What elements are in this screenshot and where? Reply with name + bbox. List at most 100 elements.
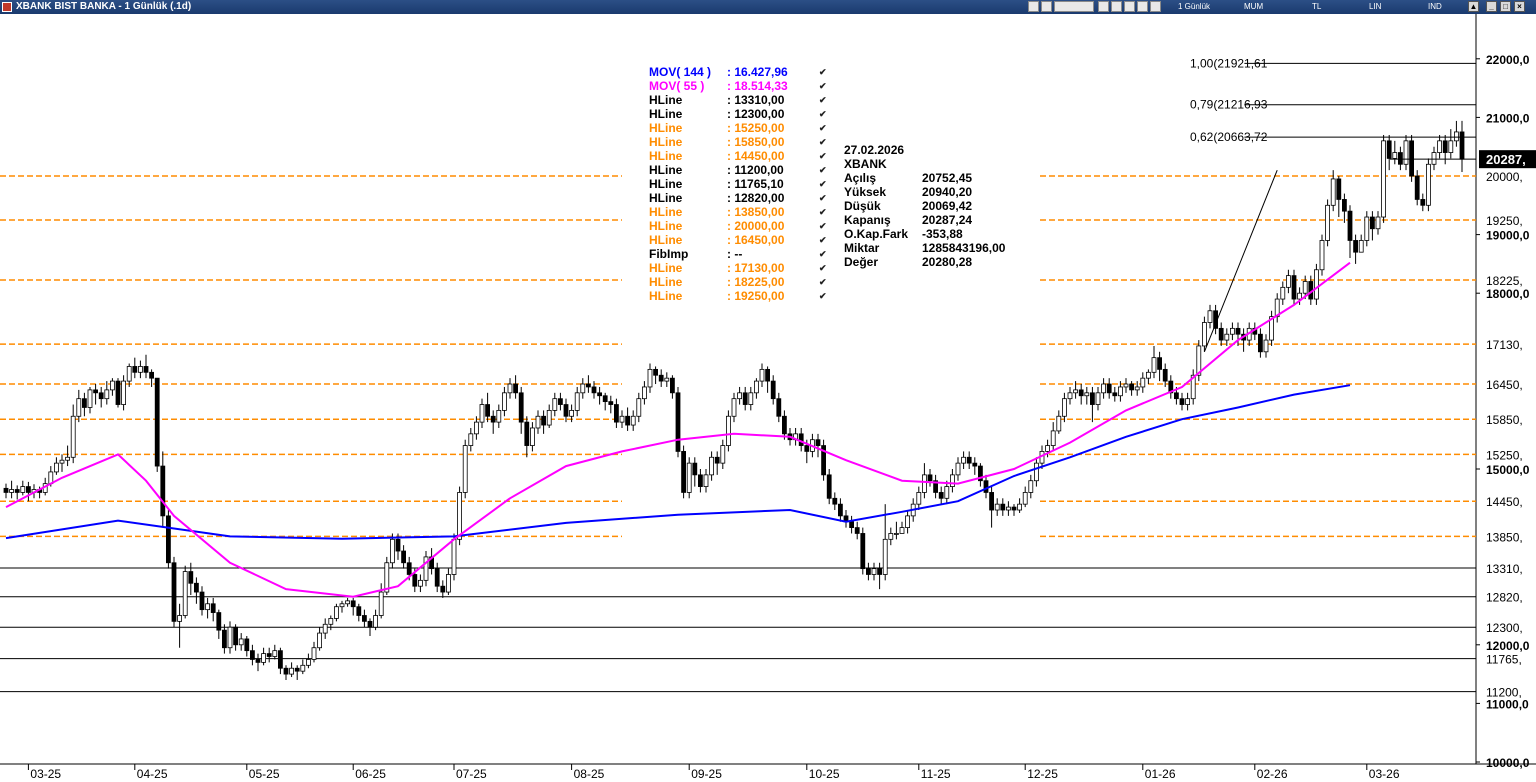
- toolbar-draw-icon[interactable]: [1041, 1, 1052, 12]
- candle-body: [1263, 339, 1269, 353]
- minimize-button[interactable]: _: [1486, 1, 1497, 12]
- hline-label: 14450,: [1486, 495, 1523, 509]
- candle-body: [115, 380, 121, 405]
- toolbar-zoom-icon[interactable]: [1137, 1, 1148, 12]
- candle-body: [434, 568, 440, 587]
- info-key: Miktar: [844, 241, 880, 255]
- candle-body: [770, 380, 776, 400]
- candle-body: [989, 492, 994, 511]
- check-icon[interactable]: ✔: [819, 123, 827, 133]
- y-tick-label: 11000,0: [1486, 697, 1529, 711]
- period-selector[interactable]: 1 Günlük: [1178, 2, 1211, 11]
- toolbar-settings-icon[interactable]: [1150, 1, 1161, 12]
- check-icon[interactable]: ✔: [819, 165, 827, 175]
- price-chart[interactable]: 22000,0 21000,0 19000,0 18000,0 15000,0 12000…: [0, 14, 1536, 782]
- info-key: Kapanış: [844, 213, 891, 227]
- check-icon[interactable]: ✔: [819, 193, 827, 203]
- candle-body: [1028, 480, 1034, 493]
- candle-body: [759, 368, 765, 382]
- candle-body: [541, 415, 546, 426]
- candle-body: [1330, 178, 1336, 206]
- check-icon[interactable]: ✔: [819, 109, 827, 119]
- x-tick-label: 08-25: [574, 767, 605, 781]
- candle-body: [311, 647, 317, 660]
- x-tick-label: 03-26: [1369, 767, 1400, 781]
- hline-label: 19250,: [1486, 214, 1523, 228]
- candle-body: [1364, 216, 1370, 241]
- candle-body: [1414, 175, 1420, 200]
- title-bar: XBANK BIST BANKA - 1 Günlük (.1d) 1 Günl…: [0, 0, 1536, 14]
- candle-body: [199, 591, 205, 611]
- candle-body: [137, 366, 143, 373]
- check-icon[interactable]: ✔: [819, 221, 827, 231]
- hline-label: 20000,: [1486, 170, 1523, 184]
- scale-selector[interactable]: LIN: [1369, 2, 1382, 11]
- toolbar-template-icon[interactable]: [1054, 1, 1094, 12]
- legend-value: : 15850,00: [727, 135, 785, 149]
- check-icon[interactable]: ✔: [819, 95, 827, 105]
- check-icon[interactable]: ✔: [819, 249, 827, 259]
- y-tick-label: 18000,0: [1486, 287, 1530, 301]
- check-icon[interactable]: ✔: [819, 179, 827, 189]
- candle-body: [630, 415, 636, 426]
- currency-selector[interactable]: TL: [1312, 2, 1322, 11]
- toolbar-compare-icon[interactable]: [1098, 1, 1109, 12]
- candle-body: [737, 392, 742, 400]
- candle-body: [692, 462, 698, 476]
- chart-style-selector[interactable]: MUM: [1244, 2, 1264, 11]
- candle-body: [647, 368, 653, 388]
- candle-body: [1347, 210, 1353, 241]
- candle-body: [462, 445, 468, 493]
- candle-body: [98, 392, 104, 400]
- candle-body: [1454, 131, 1459, 142]
- check-icon[interactable]: ✔: [819, 291, 827, 301]
- check-icon[interactable]: ✔: [819, 235, 827, 245]
- candle-body: [216, 612, 222, 631]
- toolbar-grid-icon[interactable]: [1111, 1, 1122, 12]
- check-icon[interactable]: ✔: [819, 277, 827, 287]
- candle-body: [9, 489, 15, 493]
- indicator-selector[interactable]: IND: [1428, 2, 1442, 11]
- candle-body: [317, 632, 323, 649]
- check-icon[interactable]: ✔: [819, 151, 827, 161]
- fib-level-label: 0,62(20663,72: [1190, 130, 1268, 144]
- toolbar-pencil-icon[interactable]: [1124, 1, 1135, 12]
- candle-body: [1392, 152, 1398, 159]
- candle-body: [1403, 140, 1409, 165]
- legend-name: FibImp: [649, 247, 689, 261]
- candle-body: [731, 398, 737, 417]
- scroll-up-button[interactable]: ▲: [1468, 1, 1479, 12]
- candle-body: [1011, 506, 1017, 511]
- candle-body: [922, 474, 927, 493]
- check-icon[interactable]: ✔: [819, 81, 827, 91]
- legend-name: HLine: [649, 275, 683, 289]
- window-title: XBANK BIST BANKA - 1 Günlük (.1d): [16, 1, 192, 12]
- check-icon[interactable]: ✔: [819, 137, 827, 147]
- close-button[interactable]: ×: [1514, 1, 1525, 12]
- candle-body: [490, 415, 496, 423]
- maximize-button[interactable]: □: [1500, 1, 1511, 12]
- info-symbol: XBANK: [844, 157, 887, 171]
- candle-body: [866, 568, 871, 575]
- candle-body: [938, 492, 944, 499]
- candle-body: [221, 629, 227, 649]
- candle-body: [1123, 383, 1129, 388]
- candle-body: [927, 474, 933, 482]
- candle-body: [1118, 386, 1123, 397]
- candle-body: [1185, 398, 1190, 405]
- candle-body: [546, 409, 552, 426]
- candle-body: [838, 503, 843, 517]
- hline-label: 11765,: [1486, 653, 1522, 667]
- toolbar-chart-icon[interactable]: [1028, 1, 1039, 12]
- candle-body: [1386, 140, 1392, 159]
- check-icon[interactable]: ✔: [819, 263, 827, 273]
- check-icon[interactable]: ✔: [819, 67, 827, 77]
- candle-body: [681, 451, 686, 493]
- legend-name: HLine: [649, 219, 683, 233]
- check-icon[interactable]: ✔: [819, 207, 827, 217]
- candle-body: [1426, 163, 1431, 206]
- candle-body: [530, 427, 535, 446]
- hline-label: 18225,: [1486, 274, 1523, 288]
- candle-body: [782, 415, 787, 435]
- candle-body: [1302, 281, 1308, 294]
